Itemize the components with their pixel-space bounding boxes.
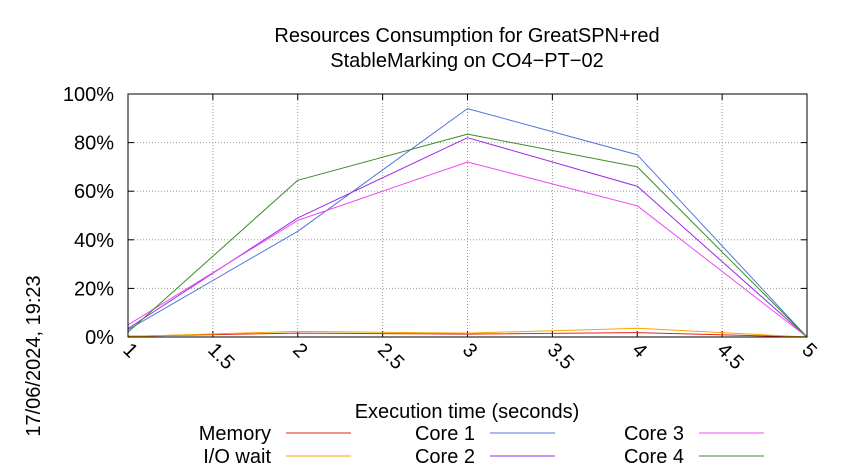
series-line-core-4 (127, 133, 808, 338)
y-tick-label: 60% (74, 181, 114, 203)
y-tick-label: 0% (85, 327, 114, 349)
x-tick-label: 3 (458, 339, 481, 362)
series-lines (127, 108, 808, 338)
y-tick-label: 100% (63, 84, 114, 106)
legend-label-core-2: Core 2 (415, 446, 475, 468)
x-tick-label: 3.5 (543, 339, 578, 374)
x-tick-label: 1.5 (203, 339, 238, 374)
y-tick-label: 20% (74, 278, 114, 300)
grid (128, 94, 807, 337)
series-line-core-3 (127, 161, 808, 338)
timestamp-label: 17/06/2024, 19:23 (23, 275, 45, 436)
x-tick-label: 4.5 (713, 339, 748, 374)
x-tick-label: 1 (118, 339, 141, 362)
y-tick-label: 40% (74, 230, 114, 252)
chart-title-line-1: Resources Consumption for GreatSPN+red (274, 25, 659, 47)
y-tick-label: 80% (74, 133, 114, 155)
legend-label-core-4: Core 4 (624, 446, 684, 468)
x-tick-label: 5 (797, 339, 820, 362)
plot-area-border (127, 93, 808, 338)
legend-label-memory: Memory (199, 423, 271, 445)
x-tick-label: 4 (628, 339, 651, 362)
legend-label-core-3: Core 3 (624, 423, 684, 445)
series-line-core-1 (127, 108, 808, 338)
series-line-memory (127, 332, 808, 338)
series-line-i-o-wait (127, 327, 808, 338)
x-axis-label: Execution time (seconds) (355, 401, 580, 423)
chart-title-line-2: StableMarking on CO4−PT−02 (330, 50, 604, 72)
legend-label-core-1: Core 1 (415, 423, 475, 445)
legend-label-i-o-wait: I/O wait (203, 446, 271, 468)
x-tick-label: 2 (288, 339, 311, 362)
x-tick-label: 2.5 (373, 339, 408, 374)
